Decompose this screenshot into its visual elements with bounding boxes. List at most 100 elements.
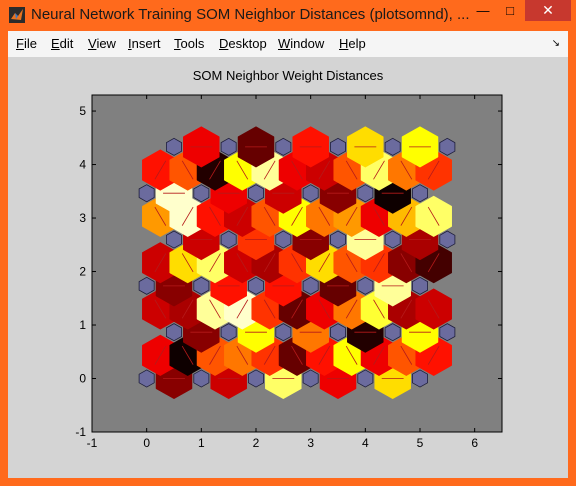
menu-help[interactable]: Help (339, 36, 366, 51)
connection-line (291, 299, 303, 319)
connection-line (345, 253, 358, 273)
neuron-hex (166, 137, 182, 156)
y-tick-label: 1 (79, 318, 86, 332)
x-tick-label: 1 (198, 436, 205, 450)
neuron-hex (193, 369, 210, 388)
neuron-hex (439, 230, 456, 249)
neuron-hex (248, 276, 264, 295)
x-tick-label: 0 (143, 436, 150, 450)
connection-line (236, 345, 249, 365)
connection-line (154, 345, 167, 365)
menu-tools-rest: ools (180, 36, 205, 51)
connection-line (400, 206, 413, 226)
x-tick-label: 6 (471, 436, 478, 450)
neuron-hex (220, 230, 237, 249)
menu-view-rest: iew (96, 36, 116, 51)
y-tick-label: -1 (75, 425, 86, 439)
neuron-hex (412, 184, 428, 203)
close-button[interactable]: ✕ (525, 0, 571, 21)
connection-line (154, 206, 167, 226)
connection-line (263, 345, 276, 365)
connection-line (373, 160, 385, 180)
connection-line (345, 160, 358, 180)
axes-frame (91, 94, 503, 433)
y-tick-label: 2 (79, 265, 86, 279)
connection-line (181, 299, 194, 319)
x-tick-label: 5 (417, 436, 424, 450)
neuron-hex (138, 276, 155, 295)
chart-title: SOM Neighbor Weight Distances (192, 68, 384, 83)
neuron-hex (166, 230, 182, 249)
connection-line (236, 206, 249, 226)
neuron-hex (412, 369, 428, 388)
menu-file[interactable]: File (16, 36, 37, 51)
connection-line (400, 253, 413, 273)
connection-line (263, 299, 276, 319)
neuron-hex (138, 184, 155, 203)
minimize-button[interactable]: — (476, 3, 490, 18)
neuron-hex (330, 137, 346, 156)
neuron-hex (248, 369, 264, 388)
neuron-hex (193, 184, 210, 203)
neuron-hex (384, 323, 401, 342)
connection-line (318, 253, 331, 273)
menu-bar: File Edit View Insert Tools Desktop Wind… (8, 31, 568, 58)
connection-line (345, 299, 358, 319)
neuron-hex (302, 276, 319, 295)
menu-edit-rest: dit (59, 36, 74, 51)
connection-line (209, 299, 221, 319)
menu-desktop[interactable]: Desktop (219, 36, 267, 51)
x-tick-label: 3 (307, 436, 314, 450)
menu-help-rest: elp (348, 36, 366, 51)
matlab-icon (9, 7, 25, 23)
neuron-hex (302, 184, 319, 203)
neuron-hex (248, 184, 264, 203)
connection-line (427, 299, 440, 319)
connection-line (209, 206, 221, 226)
neuron-hex (275, 137, 292, 156)
connection-line (400, 345, 413, 365)
y-tick-label: 5 (79, 104, 86, 118)
connection-line (236, 253, 249, 273)
neuron-hex (275, 230, 292, 249)
connection-line (263, 206, 276, 226)
connection-line (291, 206, 303, 226)
neuron-hex (412, 276, 428, 295)
connection-line (318, 299, 331, 319)
neuron-hex (302, 369, 319, 388)
connection-line (373, 345, 385, 365)
connection-line (236, 160, 249, 180)
connection-line (236, 299, 249, 319)
x-tick-label: -1 (87, 436, 98, 450)
connection-line (154, 299, 167, 319)
som-plot[interactable]: -1 0 1 2 3 4 5 6 -1 0 1 2 3 4 5 (8, 57, 568, 478)
connection-line (427, 345, 440, 365)
neuron-hex (357, 369, 374, 388)
menu-window[interactable]: Window (278, 36, 325, 51)
connection-line (209, 253, 221, 273)
menu-insert[interactable]: Insert (128, 36, 161, 51)
menu-view[interactable]: View (88, 36, 116, 51)
neuron-hex (357, 184, 374, 203)
connection-line (345, 206, 358, 226)
menu-file-rest: ile (23, 36, 37, 51)
menu-tools[interactable]: Tools (174, 36, 205, 51)
dock-arrow-icon[interactable]: ↘ (551, 38, 560, 49)
menu-edit[interactable]: Edit (51, 36, 74, 51)
connection-line (154, 253, 167, 273)
connection-line (318, 345, 331, 365)
x-tick-label: 4 (362, 436, 369, 450)
neuron-hex (193, 276, 210, 295)
x-tick-label: 2 (253, 436, 260, 450)
connection-line (181, 206, 194, 226)
title-bar[interactable]: Neural Network Training SOM Neighbor Dis… (0, 0, 576, 31)
y-tick-label: 4 (79, 158, 86, 172)
menu-insert-rest: nsert (131, 36, 161, 51)
connection-line (291, 160, 303, 180)
connection-line (154, 160, 167, 180)
menu-desktop-rest: esktop (228, 36, 267, 51)
connection-line (318, 160, 331, 180)
window-title: Neural Network Training SOM Neighbor Dis… (31, 6, 470, 23)
maximize-button[interactable]: □ (506, 3, 514, 18)
